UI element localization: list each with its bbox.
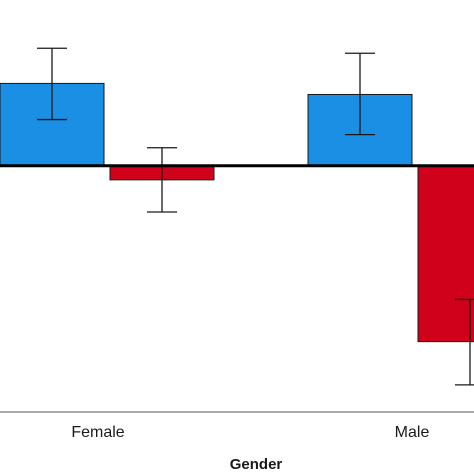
error-bars-layer (37, 47, 474, 386)
bars-layer (0, 82, 474, 343)
error-bar-female-series-2 (147, 147, 177, 213)
category-label-female: Female (71, 424, 124, 441)
error-bar-male-series-2 (455, 298, 474, 386)
x-axis-title: Gender (230, 456, 283, 473)
error-bar-male-series-1 (345, 52, 375, 136)
category-label-male: Male (395, 424, 430, 441)
bar-male-series-2 (417, 165, 474, 343)
error-bar-female-series-1 (37, 47, 67, 121)
